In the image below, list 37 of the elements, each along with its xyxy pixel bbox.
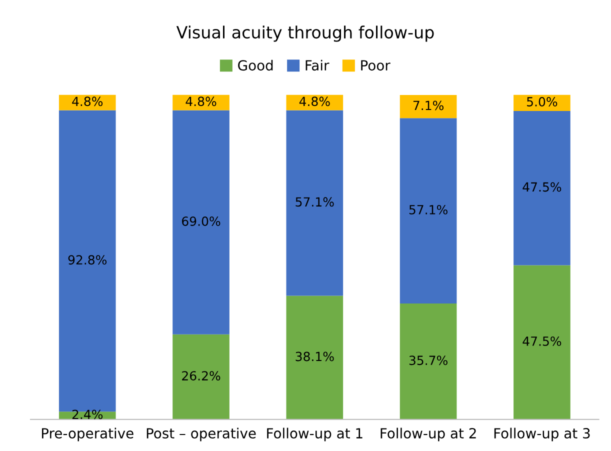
legend-label: Poor [361, 60, 390, 71]
data-label: 4.8% [72, 96, 103, 106]
data-label: 26.2% [182, 371, 220, 381]
x-tick-label: Post – operative [146, 428, 256, 442]
bar [286, 110, 344, 296]
x-tick-label: Pre-operative [42, 428, 134, 442]
data-label: 4.8% [299, 96, 330, 106]
bar [400, 95, 457, 118]
data-label: 47.5% [522, 336, 562, 346]
bar [400, 118, 457, 304]
bar [514, 265, 570, 420]
legend-label: Fair [306, 60, 330, 71]
data-label: 57.1% [409, 204, 448, 214]
bar [58, 94, 116, 110]
legend-label: Good [238, 60, 273, 71]
data-label: 2.4% [72, 410, 103, 420]
x-tick-label: Follow-up at 1 [267, 428, 362, 442]
data-label: 57.1% [296, 197, 334, 207]
data-label: 35.7% [409, 356, 448, 366]
bar [514, 110, 570, 266]
data-label: 5.0% [527, 97, 558, 106]
bar [172, 110, 230, 334]
data-label: 4.8% [186, 96, 216, 106]
bar [286, 296, 344, 420]
bar [286, 94, 344, 110]
data-label: 92.8% [68, 255, 107, 265]
bar [172, 94, 230, 110]
bar [400, 304, 457, 420]
bar [514, 94, 570, 111]
chart-title: Visual acuity through follow-up [176, 26, 434, 42]
data-label: 38.1% [296, 352, 334, 362]
bar [172, 334, 230, 420]
data-label: 7.1% [413, 100, 444, 110]
x-tick-label: Follow-up at 2 [380, 428, 476, 442]
x-tick-label: Follow-up at 3 [494, 428, 590, 442]
data-label: 69.0% [182, 216, 220, 226]
data-label: 47.5% [522, 182, 562, 192]
